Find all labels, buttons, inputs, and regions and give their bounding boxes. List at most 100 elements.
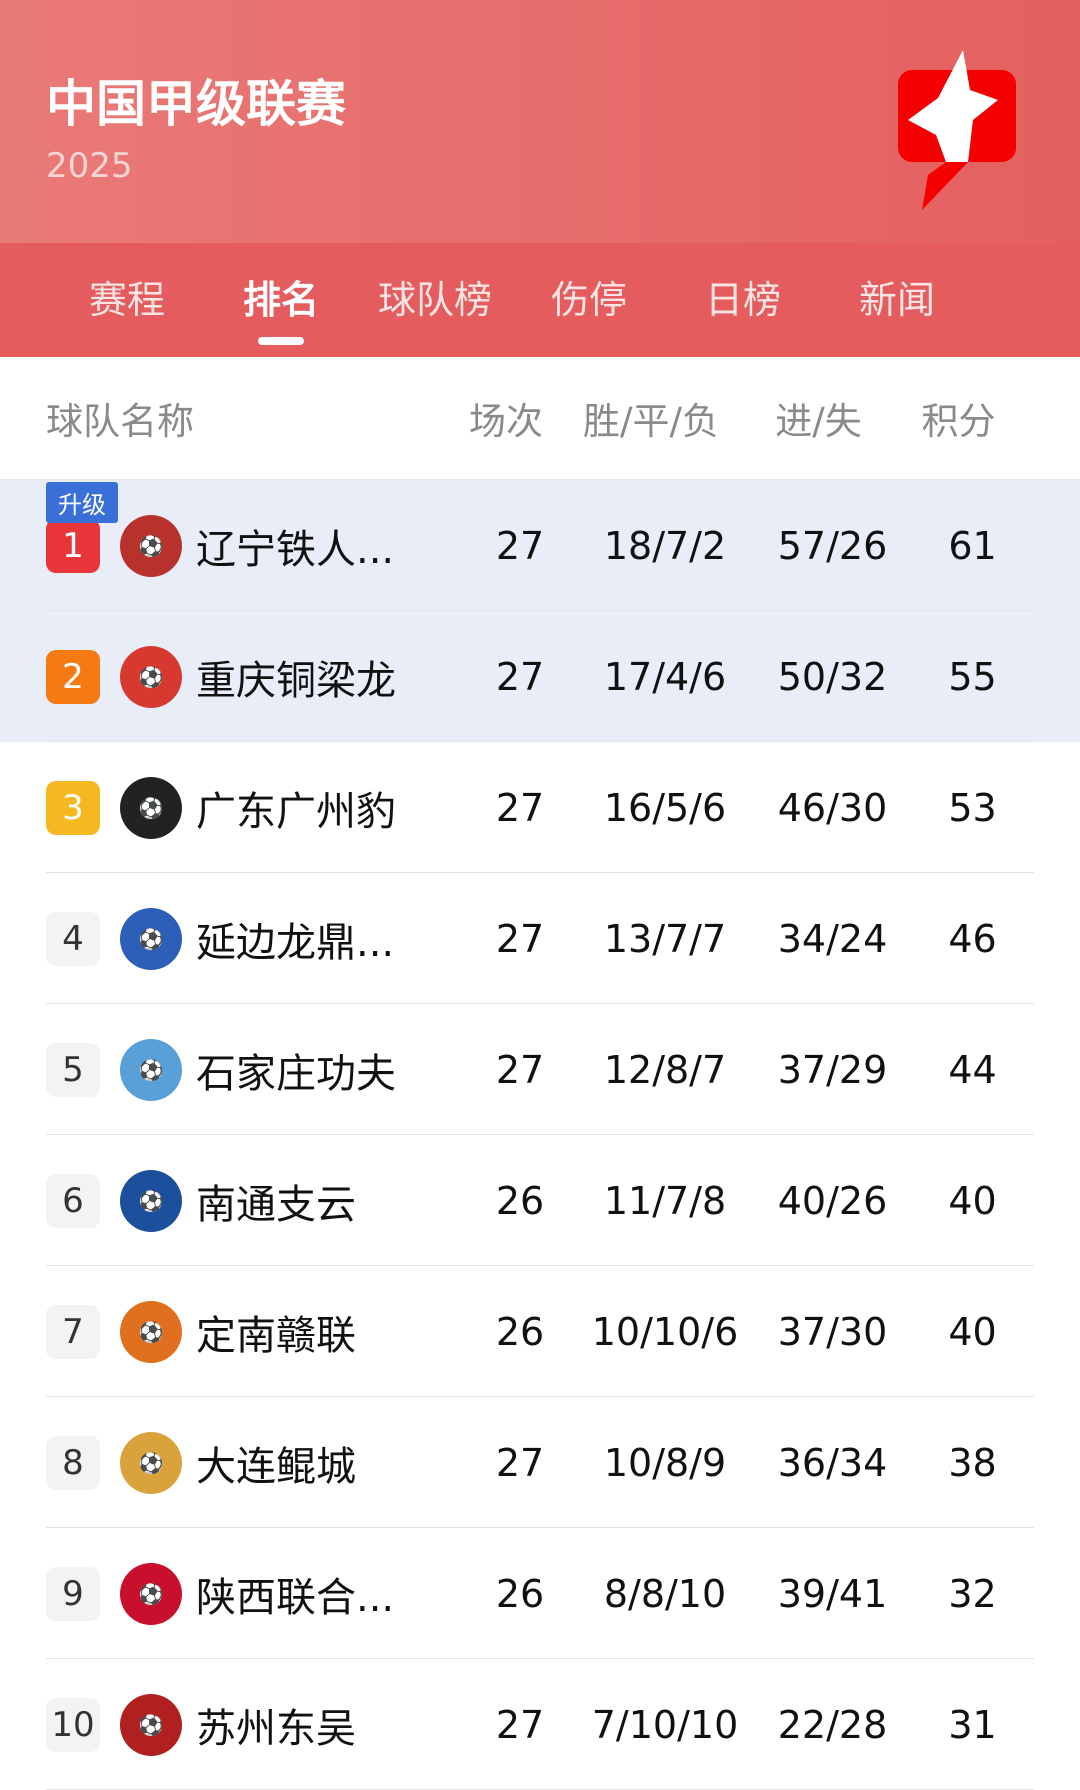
team-crest-icon: ⚽	[120, 907, 182, 970]
rank-badge: 4	[46, 911, 100, 966]
tab-1[interactable]: 排名	[204, 243, 358, 357]
win-draw-loss: 17/4/6	[603, 654, 727, 699]
rank-badge: 1	[46, 518, 100, 573]
col-team: 球队名称	[46, 400, 194, 443]
goals: 40/26	[777, 1178, 888, 1223]
row-divider	[46, 1396, 1034, 1397]
rank-badge: 8	[46, 1435, 100, 1490]
rank-badge: 2	[46, 649, 100, 704]
row-divider	[46, 1658, 1034, 1659]
team-name[interactable]: 延边龙鼎...	[196, 919, 395, 966]
row-divider	[46, 741, 1034, 742]
rank-badge: 9	[46, 1566, 100, 1621]
table-row[interactable]: 8 ⚽ 大连鲲城 27 10/8/9 36/34 38	[0, 1397, 1080, 1528]
points: 53	[948, 785, 997, 830]
tab-3[interactable]: 伤停	[550, 278, 627, 322]
promotion-badge: 升级	[46, 482, 118, 523]
tab-4[interactable]: 日榜	[704, 278, 781, 322]
header: 中国甲级联赛 2025	[0, 0, 1080, 243]
team-name[interactable]: 苏州东吴	[196, 1705, 356, 1752]
points: 61	[948, 523, 997, 568]
win-draw-loss: 11/7/8	[603, 1178, 727, 1223]
col-wdl: 胜/平/负	[583, 400, 719, 443]
team-crest-icon: ⚽	[120, 1038, 182, 1101]
team-crest-icon: ⚽	[120, 1562, 182, 1625]
table-row[interactable]: 9 ⚽ 陕西联合... 26 8/8/10 39/41 32	[0, 1528, 1080, 1659]
team-crest-icon: ⚽	[120, 1431, 182, 1494]
points: 40	[948, 1178, 997, 1223]
row-divider	[46, 1003, 1034, 1004]
table-row[interactable]: 10 ⚽ 苏州东吴 27 7/10/10 22/28 31	[0, 1659, 1080, 1790]
row-divider	[46, 1134, 1034, 1135]
row-divider	[46, 1527, 1034, 1528]
played: 27	[495, 523, 545, 568]
team-name[interactable]: 大连鲲城	[196, 1443, 356, 1490]
table-row[interactable]: 4 ⚽ 延边龙鼎... 27 13/7/7 34/24 46	[0, 873, 1080, 1004]
table-header: 球队名称 场次 胜/平/负 进/失 积分	[0, 357, 1080, 480]
points: 40	[948, 1309, 997, 1354]
played: 27	[495, 654, 545, 699]
page-title: 中国甲级联赛	[46, 75, 346, 133]
table-row[interactable]: 7 ⚽ 定南赣联 26 10/10/6 37/30 40	[0, 1266, 1080, 1397]
team-crest-icon: ⚽	[120, 1169, 182, 1232]
table-row[interactable]: 3 ⚽ 广东广州豹 27 16/5/6 46/30 53	[0, 742, 1080, 873]
team-crest-icon: ⚽	[120, 776, 182, 839]
played: 26	[495, 1571, 545, 1616]
row-divider	[46, 872, 1034, 873]
played: 26	[495, 1178, 545, 1223]
col-played: 场次	[469, 400, 543, 443]
win-draw-loss: 10/10/6	[591, 1309, 739, 1354]
played: 27	[495, 916, 545, 961]
season-label: 2025	[46, 146, 133, 186]
points: 38	[948, 1440, 997, 1485]
points: 55	[948, 654, 997, 699]
col-goals: 进/失	[775, 400, 862, 443]
team-crest-icon: ⚽	[120, 1300, 182, 1363]
rank-badge: 10	[46, 1697, 100, 1752]
tab-5[interactable]: 新闻	[858, 278, 935, 322]
row-divider	[46, 1265, 1034, 1266]
points: 31	[948, 1702, 997, 1747]
table-row[interactable]: 2 ⚽ 重庆铜梁龙 27 17/4/6 50/32 55	[0, 611, 1080, 742]
rank-badge: 3	[46, 780, 100, 835]
team-name[interactable]: 广东广州豹	[196, 788, 396, 835]
played: 27	[495, 785, 545, 830]
col-points: 积分	[921, 400, 996, 443]
table-row[interactable]: 升级 1 ⚽ 辽宁铁人... 27 18/7/2 57/26 61	[0, 480, 1080, 611]
goals: 50/32	[777, 654, 888, 699]
goals: 34/24	[777, 916, 888, 961]
points: 46	[948, 916, 997, 961]
win-draw-loss: 16/5/6	[603, 785, 727, 830]
tab-0[interactable]: 赛程	[88, 278, 165, 322]
team-name[interactable]: 辽宁铁人...	[196, 526, 395, 573]
points: 32	[948, 1571, 997, 1616]
team-name[interactable]: 陕西联合...	[196, 1574, 395, 1621]
team-name[interactable]: 南通支云	[196, 1181, 356, 1228]
played: 27	[495, 1440, 545, 1485]
goals: 22/28	[777, 1702, 888, 1747]
rank-badge: 5	[46, 1042, 100, 1097]
points: 44	[948, 1047, 997, 1092]
played: 27	[495, 1702, 545, 1747]
table-row[interactable]: 6 ⚽ 南通支云 26 11/7/8 40/26 40	[0, 1135, 1080, 1266]
table-row[interactable]: 5 ⚽ 石家庄功夫 27 12/8/7 37/29 44	[0, 1004, 1080, 1135]
rank-badge: 6	[46, 1173, 100, 1228]
team-crest-icon: ⚽	[120, 645, 182, 708]
team-crest-icon: ⚽	[120, 514, 182, 577]
team-name[interactable]: 定南赣联	[196, 1312, 356, 1359]
goals: 57/26	[777, 523, 888, 568]
win-draw-loss: 13/7/7	[603, 916, 727, 961]
goals: 46/30	[777, 785, 888, 830]
team-name[interactable]: 重庆铜梁龙	[196, 657, 396, 704]
row-divider	[46, 610, 1034, 611]
team-crest-icon: ⚽	[120, 1693, 182, 1756]
win-draw-loss: 10/8/9	[603, 1440, 727, 1485]
rank-badge: 7	[46, 1304, 100, 1359]
tab-bar: 赛程 排名 球队榜 伤停 日榜 新闻	[0, 243, 1080, 357]
goals: 37/30	[777, 1309, 888, 1354]
win-draw-loss: 7/10/10	[591, 1702, 739, 1747]
played: 27	[495, 1047, 545, 1092]
team-name[interactable]: 石家庄功夫	[196, 1050, 396, 1097]
goals: 39/41	[777, 1571, 888, 1616]
tab-2[interactable]: 球队榜	[377, 278, 492, 322]
